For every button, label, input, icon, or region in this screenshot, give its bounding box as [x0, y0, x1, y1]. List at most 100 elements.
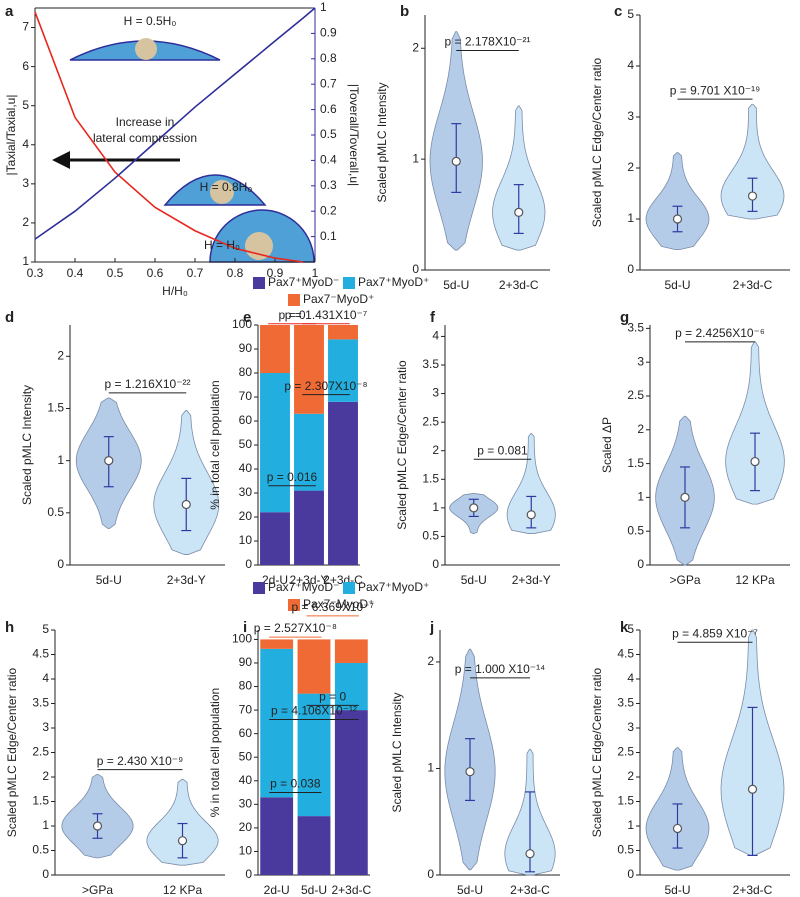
- arrow-head: [52, 151, 70, 169]
- y-tick-label: 4: [432, 329, 439, 343]
- x-tick-label: >GPa: [669, 573, 700, 587]
- p-value: p = 0.081: [477, 443, 528, 457]
- y-tick-label: 0: [627, 867, 634, 881]
- p-value: p = 2.307X10⁻⁸: [284, 379, 367, 393]
- y-tick-label: 4: [42, 671, 49, 685]
- bar-segment: [294, 325, 324, 414]
- y2-tick-label: 0.3: [320, 178, 337, 192]
- y-tick-label: 1: [627, 818, 634, 832]
- x-tick-label: 0.5: [107, 266, 124, 280]
- legend-swatch: [288, 294, 300, 306]
- y-tick-label: 4.5: [32, 647, 49, 661]
- y-tick-label: 80: [239, 365, 253, 379]
- panel-letter: g: [620, 309, 629, 326]
- y-tick-label: 0.5: [617, 843, 634, 857]
- legend-label: Pax7⁺MyoD⁺: [358, 580, 429, 594]
- y-axis-label: |Taxial/Taxial,u|: [4, 95, 18, 176]
- median: [104, 456, 114, 466]
- median: [181, 499, 191, 510]
- y-tick-label: 2: [637, 422, 644, 436]
- y-tick-label: 2: [627, 769, 634, 783]
- y-tick-label: 1: [22, 254, 29, 268]
- median: [747, 784, 758, 794]
- panel-letter: e: [243, 309, 251, 326]
- bar-segment: [328, 325, 358, 340]
- y-tick-label: 100: [232, 317, 252, 331]
- median: [451, 156, 461, 166]
- legend-swatch: [288, 599, 300, 611]
- p-value: p = 2.178X10⁻²¹: [444, 35, 530, 49]
- panel-letter: a: [5, 3, 14, 20]
- panel-letter: h: [5, 619, 14, 636]
- y-tick-label: 20: [239, 820, 253, 834]
- bar-segment: [328, 339, 358, 402]
- y-tick-label: 70: [239, 702, 253, 716]
- x-tick-label: 2+3d-C: [510, 883, 550, 897]
- y-tick-label: 2.5: [627, 388, 644, 402]
- x-tick-label: 2d-U: [264, 883, 290, 897]
- y-tick-label: 3: [22, 176, 29, 190]
- y-tick-label: 1: [637, 490, 644, 504]
- y-tick-label: 60: [239, 726, 253, 740]
- y-tick-label: 4: [627, 671, 634, 685]
- y-axis-label: Scaled pMLC Intensity: [20, 385, 34, 505]
- median: [526, 510, 536, 520]
- y-tick-label: 1: [627, 211, 634, 225]
- y-tick-label: 1.5: [627, 456, 644, 470]
- violin: [146, 779, 219, 866]
- y-axis-label: % in total cell population: [208, 380, 222, 509]
- panel-a-illustration: [52, 38, 315, 263]
- x-tick-label: 2+3d-Y: [289, 573, 328, 587]
- y2-tick-label: 0.1: [320, 229, 337, 243]
- bar-segment: [260, 797, 294, 875]
- legend-swatch: [253, 582, 265, 594]
- panel-letter: d: [5, 309, 14, 326]
- p-value: p = 0: [278, 308, 305, 322]
- bar-segment: [297, 693, 331, 817]
- y-tick-label: 3: [637, 354, 644, 368]
- y-tick-label: 1.5: [422, 471, 439, 485]
- y-tick-label: 0: [412, 262, 419, 276]
- p-value: p = 2.527X10⁻⁸: [254, 621, 337, 635]
- p-value: p = 2.4256X10⁻⁶: [675, 326, 765, 340]
- y-tick-label: 1: [412, 151, 419, 165]
- y-tick-label: 0: [432, 557, 439, 571]
- annotation: H = 0.5H₀: [124, 14, 177, 28]
- p-value: p = 1.216X10⁻²²: [104, 377, 190, 391]
- median: [672, 823, 683, 834]
- y-tick-label: 1: [42, 818, 49, 832]
- median: [680, 492, 690, 502]
- y-tick-label: 40: [239, 773, 253, 787]
- y-tick-label: 0: [427, 867, 434, 881]
- legend-swatch: [343, 277, 355, 289]
- y-tick-label: 60: [239, 413, 253, 427]
- y-tick-label: 5: [627, 7, 634, 21]
- line-series: [34, 7, 316, 240]
- x-tick-label: 2+3d-C: [499, 278, 539, 292]
- y2-tick-label: 0.9: [320, 26, 337, 40]
- median: [750, 456, 760, 467]
- y-tick-label: 90: [239, 655, 253, 669]
- y-tick-label: 2: [22, 215, 29, 229]
- y-tick-label: 2.5: [422, 414, 439, 428]
- legend-label: Pax7⁺MyoD⁻: [268, 580, 339, 594]
- y-tick-label: 1.5: [32, 794, 49, 808]
- y-tick-label: 2: [57, 348, 64, 362]
- legend-label: Pax7⁻MyoD⁺: [303, 597, 374, 611]
- x-tick-label: 0.6: [147, 266, 164, 280]
- y-tick-label: 70: [239, 389, 253, 403]
- x-tick-label: 0.7: [187, 266, 204, 280]
- y-tick-label: 1.5: [47, 401, 64, 415]
- p-value: p = 1.000 X10⁻¹⁴: [455, 662, 546, 676]
- x-tick-label: 2+3d-Y: [512, 573, 551, 587]
- x-tick-label: 0.4: [67, 266, 84, 280]
- y-axis-label: Scaled pMLC Edge/Center ratio: [590, 57, 604, 227]
- y-axis-label: % in total cell population: [208, 688, 222, 817]
- y-tick-label: 5: [22, 98, 29, 112]
- y-tick-label: 5: [627, 622, 634, 636]
- y-tick-label: 2: [42, 769, 49, 783]
- x-tick-label: 5d-U: [301, 883, 327, 897]
- y-tick-label: 0: [245, 867, 252, 881]
- y-axis-label: Scaled pMLC Intensity: [375, 82, 389, 202]
